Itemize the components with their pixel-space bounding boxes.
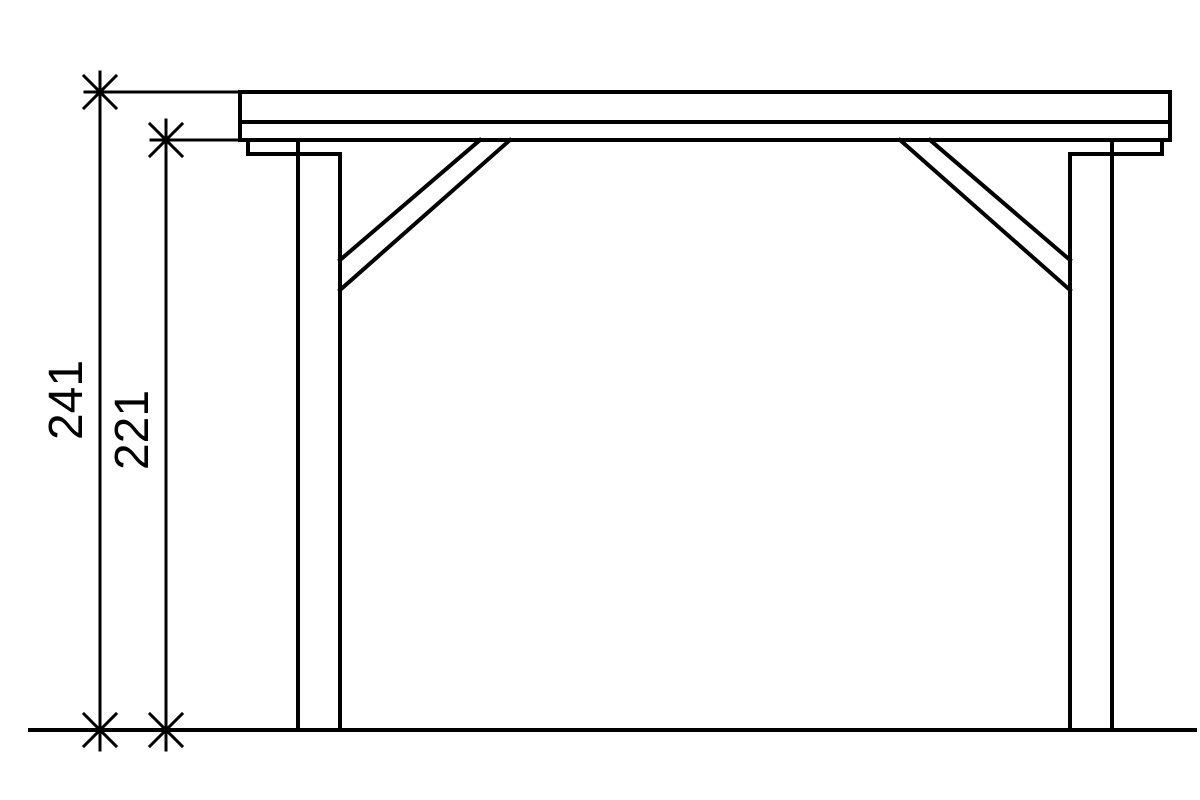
dim-clear-height: 221 [106,390,159,470]
carport-frame [30,92,1195,730]
elevation-drawing: 241221 [0,0,1200,800]
brace-right-2 [900,140,1070,290]
dimensions: 241221 [40,72,240,750]
brace-right-1 [930,140,1070,260]
roof-fascia [240,92,1170,140]
dim-total-height: 241 [40,360,93,440]
brace-left-1 [340,140,480,260]
brace-left-2 [340,140,510,290]
